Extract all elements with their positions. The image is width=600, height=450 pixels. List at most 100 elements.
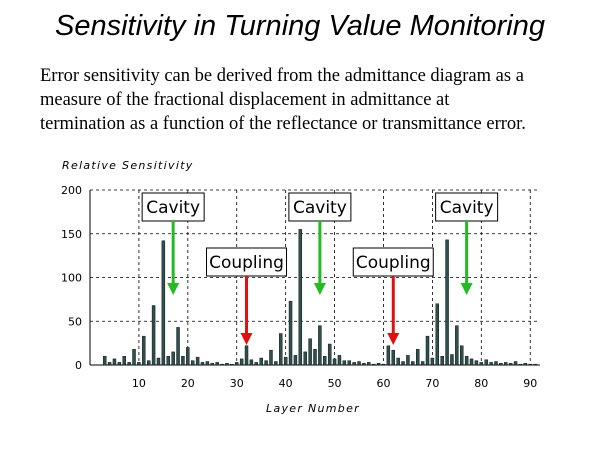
slide-description: Error sensitivity can be derived from th…	[40, 64, 580, 136]
annotation-arrow-head	[313, 283, 326, 295]
annotation-label: Cavity	[293, 198, 347, 218]
bar-layer-42	[293, 355, 298, 366]
bar-layer-28	[225, 363, 229, 366]
bar-layer-11	[142, 335, 146, 366]
bar-layer-70	[430, 357, 435, 366]
bar-layer-79	[474, 360, 479, 366]
bar-layer-58	[371, 363, 376, 366]
bar-layer-77	[464, 356, 469, 366]
description-line-1: Error sensitivity can be derived from th…	[40, 66, 524, 86]
bar-layer-74	[450, 354, 454, 366]
bar-layer-41	[288, 300, 293, 366]
bar-layer-84	[499, 363, 503, 366]
bar-layer-65	[406, 355, 410, 366]
bar-layer-61	[386, 345, 391, 366]
y-tick-label-100: 100	[61, 272, 82, 285]
x-tick-label-90: 90	[523, 377, 537, 390]
annotation-label: Coupling	[356, 253, 431, 273]
bar-layer-71	[435, 303, 439, 366]
bar-layer-86	[508, 363, 513, 366]
bar-layer-33	[249, 359, 254, 366]
bar-layer-69	[425, 335, 430, 366]
y-tick-label-0: 0	[75, 359, 82, 372]
bar-layer-16	[166, 356, 170, 366]
bar-layer-4	[107, 362, 112, 366]
bar-layer-23	[200, 362, 205, 366]
annotation-label: Cavity	[146, 198, 200, 218]
bar-layer-66	[411, 361, 415, 366]
annotation-label: Cavity	[440, 198, 494, 218]
annotation-label: Coupling	[209, 253, 284, 273]
annotation-box	[435, 192, 499, 222]
bar-layer-8	[127, 362, 131, 366]
annotation-3-cavity: Cavity	[288, 192, 352, 295]
bar-layer-60	[381, 363, 386, 366]
x-tick-label-80: 80	[474, 377, 488, 390]
bar-layer-39	[279, 333, 283, 366]
annotations-layer: Cavity Coupling Cavity Coupling Cavity	[141, 192, 499, 345]
bars-layer	[102, 229, 537, 366]
bar-layer-36	[264, 360, 268, 366]
bar-layer-14	[156, 357, 161, 366]
y-tick-label-150: 150	[61, 228, 82, 241]
bar-layer-67	[416, 349, 420, 366]
bar-layer-49	[327, 343, 332, 366]
bar-layer-76	[460, 345, 464, 366]
annotation-2-coupling: Coupling	[206, 247, 288, 345]
bar-layer-48	[323, 356, 327, 366]
annotation-box	[141, 192, 205, 222]
bar-layer-64	[401, 361, 405, 366]
bar-layer-56	[362, 363, 366, 366]
annotation-arrow-head	[240, 333, 253, 345]
bar-layer-30	[235, 362, 239, 366]
bar-layer-27	[220, 363, 224, 366]
bar-layer-55	[357, 361, 361, 366]
x-tick-label-10: 10	[132, 377, 146, 390]
bar-layer-53	[347, 360, 351, 366]
y-axis-title: Relative Sensitivity	[62, 159, 194, 172]
bar-layer-68	[420, 361, 425, 366]
bar-layer-17	[171, 351, 175, 366]
bar-layer-19	[181, 356, 185, 366]
bar-layer-25	[210, 363, 214, 366]
bar-layer-32	[244, 345, 249, 366]
bar-layer-21	[191, 360, 195, 366]
bar-layer-91	[533, 363, 537, 366]
x-tick-label-60: 60	[376, 377, 390, 390]
bar-layer-9	[132, 349, 136, 366]
bar-layer-80	[479, 362, 484, 366]
annotation-arrow-head	[167, 283, 180, 295]
annotation-4-coupling: Coupling	[352, 247, 434, 345]
ticks-layer: 10 20 30 40 50 60 70 80 90 0 50 100 150 200	[61, 184, 537, 390]
bar-layer-22	[195, 356, 200, 366]
bar-layer-29	[230, 363, 234, 366]
bar-layer-78	[469, 358, 474, 366]
bar-layer-50	[332, 358, 337, 366]
annotation-5-cavity: Cavity	[435, 192, 499, 295]
annotation-arrow-head	[387, 333, 400, 345]
x-tick-label-70: 70	[425, 377, 439, 390]
bar-layer-5	[112, 358, 117, 366]
y-tick-label-200: 200	[61, 184, 82, 197]
bar-layer-90	[528, 363, 532, 366]
bar-layer-63	[396, 357, 400, 366]
bar-layer-26	[215, 362, 219, 366]
bar-layer-72	[440, 356, 444, 366]
bar-layer-37	[269, 349, 273, 366]
bar-layer-89	[523, 363, 528, 366]
bar-layer-44	[303, 351, 307, 366]
annotation-box	[288, 192, 352, 222]
bar-layer-81	[484, 359, 488, 366]
bar-layer-82	[489, 362, 493, 366]
x-axis-title: Layer Number	[266, 402, 360, 415]
bar-layer-87	[513, 361, 518, 366]
x-tick-label-20: 20	[181, 377, 195, 390]
bar-layer-45	[308, 338, 312, 366]
bar-layer-75	[455, 325, 459, 366]
description-line-3: termination as a function of the reflect…	[40, 114, 526, 134]
x-tick-label-40: 40	[279, 377, 293, 390]
annotation-1-cavity: Cavity	[141, 192, 205, 295]
bar-layer-13	[151, 305, 156, 366]
bar-layer-20	[186, 347, 190, 366]
